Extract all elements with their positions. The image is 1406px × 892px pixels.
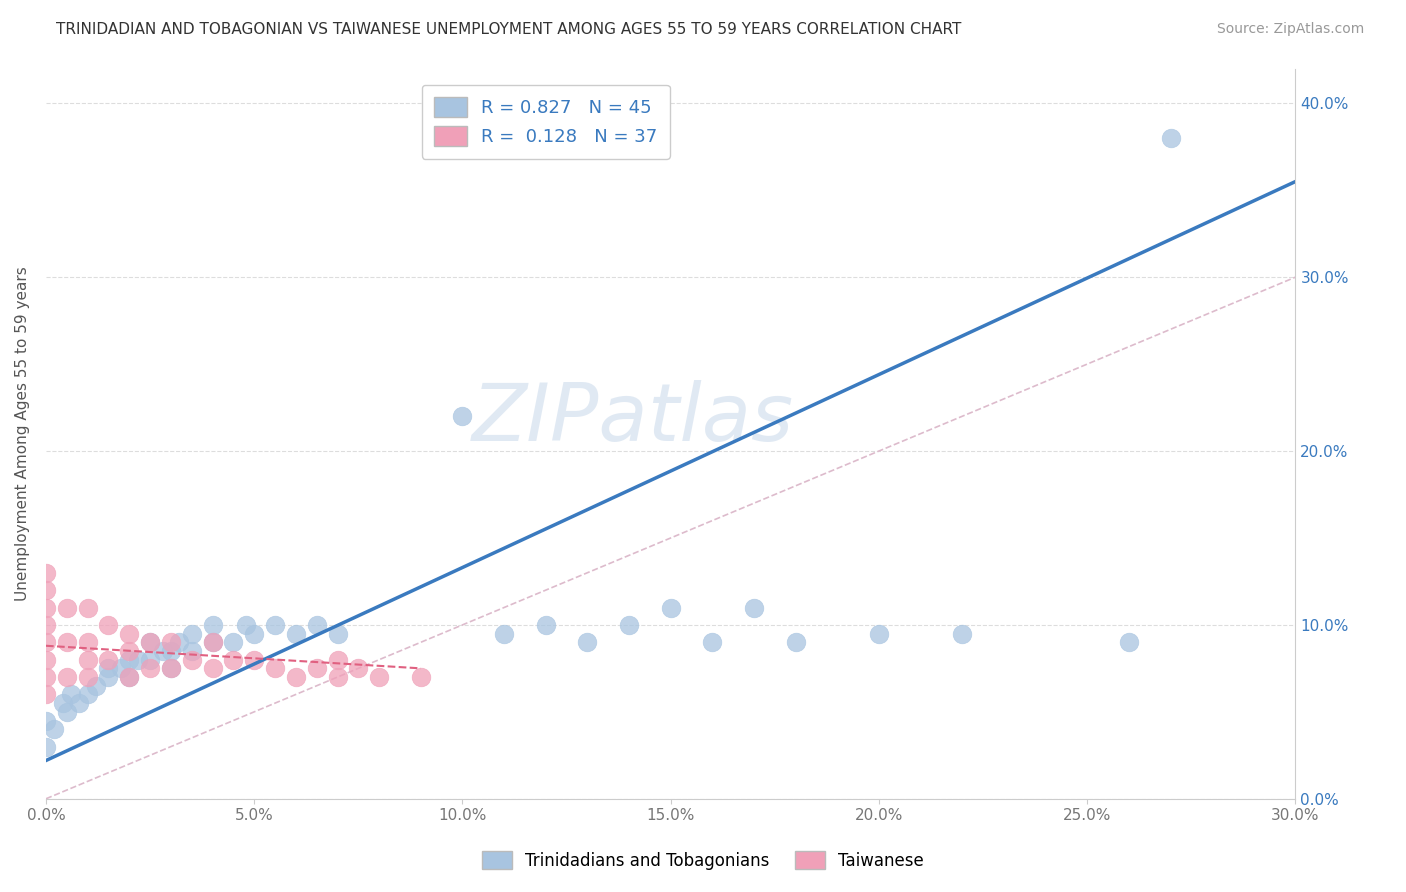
Point [180, 626, 202, 640]
Point [127, 653, 149, 667]
Legend: Trinidadians and Tobagonians, Taiwanese: Trinidadians and Tobagonians, Taiwanese [475, 845, 931, 877]
Y-axis label: Unemployment Among Ages 55 to 59 years: Unemployment Among Ages 55 to 59 years [15, 267, 30, 601]
Point [76, 635, 98, 649]
Point [201, 635, 224, 649]
Point [1160, 131, 1182, 145]
Point [56, 600, 79, 615]
Point [59, 688, 82, 702]
Point [139, 653, 162, 667]
Point [35, 583, 58, 598]
Point [868, 626, 890, 640]
Point [160, 644, 183, 658]
Point [35, 635, 58, 649]
Point [243, 653, 266, 667]
Point [76, 600, 98, 615]
Text: TRINIDADIAN AND TOBAGONIAN VS TAIWANESE UNEMPLOYMENT AMONG AGES 55 TO 59 YEARS C: TRINIDADIAN AND TOBAGONIAN VS TAIWANESE … [56, 22, 962, 37]
Point [451, 409, 474, 424]
Point [201, 618, 224, 632]
Point [67, 696, 90, 710]
Point [201, 661, 224, 675]
Point [243, 626, 266, 640]
Point [180, 653, 202, 667]
Point [97, 661, 120, 675]
Point [152, 644, 174, 658]
Point [409, 670, 432, 684]
Point [284, 670, 307, 684]
Point [264, 661, 287, 675]
Point [35, 670, 58, 684]
Point [52, 696, 75, 710]
Point [44, 723, 66, 737]
Point [180, 644, 202, 658]
Point [326, 653, 349, 667]
Point [368, 670, 391, 684]
Point [160, 661, 183, 675]
Point [35, 566, 58, 580]
Point [76, 688, 98, 702]
Point [35, 688, 58, 702]
Point [305, 661, 328, 675]
Point [84, 679, 107, 693]
Point [76, 670, 98, 684]
Point [326, 626, 349, 640]
Point [305, 618, 328, 632]
Point [576, 635, 599, 649]
Text: ZIPatlas: ZIPatlas [472, 380, 794, 458]
Point [56, 670, 79, 684]
Point [118, 670, 141, 684]
Point [35, 653, 58, 667]
Point [222, 635, 245, 649]
Legend: R = 0.827   N = 45, R =  0.128   N = 37: R = 0.827 N = 45, R = 0.128 N = 37 [422, 85, 671, 159]
Point [284, 626, 307, 640]
Point [35, 618, 58, 632]
Point [785, 635, 807, 649]
Text: Source: ZipAtlas.com: Source: ZipAtlas.com [1216, 22, 1364, 37]
Point [347, 661, 370, 675]
Point [139, 661, 162, 675]
Point [118, 626, 141, 640]
Point [97, 653, 120, 667]
Point [97, 618, 120, 632]
Point [110, 661, 132, 675]
Point [617, 618, 640, 632]
Point [534, 618, 557, 632]
Point [326, 670, 349, 684]
Point [160, 635, 183, 649]
Point [1118, 635, 1140, 649]
Point [139, 635, 162, 649]
Point [167, 635, 190, 649]
Point [76, 653, 98, 667]
Point [264, 618, 287, 632]
Point [56, 635, 79, 649]
Point [160, 661, 183, 675]
Point [35, 739, 58, 754]
Point [494, 626, 516, 640]
Point [56, 705, 79, 719]
Point [201, 635, 224, 649]
Point [118, 653, 141, 667]
Point [222, 653, 245, 667]
Point [950, 626, 973, 640]
Point [35, 600, 58, 615]
Point [35, 714, 58, 728]
Point [702, 635, 724, 649]
Point [235, 618, 257, 632]
Point [118, 670, 141, 684]
Point [742, 600, 765, 615]
Point [659, 600, 682, 615]
Point [139, 635, 162, 649]
Point [97, 670, 120, 684]
Point [118, 644, 141, 658]
